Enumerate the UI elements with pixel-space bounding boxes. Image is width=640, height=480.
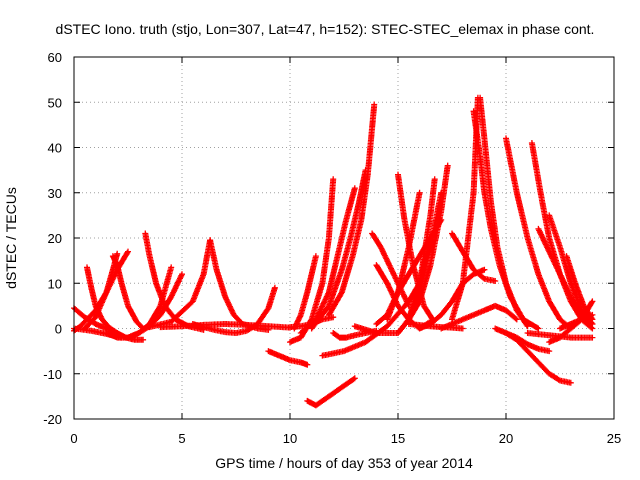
y-tick-label: 40 — [48, 141, 62, 156]
data-markers — [325, 101, 378, 318]
series-5 — [109, 253, 147, 332]
series-9 — [146, 237, 214, 331]
y-tick-label: 30 — [48, 186, 62, 201]
y-tick-label: -10 — [43, 367, 62, 382]
series-37 — [470, 108, 542, 332]
series-8 — [125, 271, 185, 341]
y-tick-label: -20 — [43, 412, 62, 427]
data-markers — [438, 302, 520, 332]
series-38 — [438, 302, 520, 332]
x-tick-label: 25 — [607, 431, 621, 446]
series-13 — [265, 348, 311, 368]
data-markers — [470, 108, 542, 332]
series-15 — [291, 253, 319, 332]
data-markers — [524, 330, 596, 341]
series-12 — [157, 321, 293, 331]
data-markers — [503, 330, 574, 386]
y-tick-label: 20 — [48, 231, 62, 246]
data-markers — [291, 253, 319, 332]
series-39 — [503, 135, 574, 332]
data-markers — [265, 348, 311, 368]
x-tick-label: 10 — [283, 431, 297, 446]
series-18 — [308, 167, 369, 332]
chart-title: dSTEC Iono. truth (stjo, Lon=307, Lat=47… — [56, 21, 595, 37]
series-45 — [503, 330, 574, 386]
data-markers — [109, 253, 147, 332]
x-axis-label: GPS time / hours of day 353 of year 2014 — [215, 455, 473, 471]
data-markers — [503, 135, 574, 332]
data-markers — [405, 162, 451, 323]
y-axis-label: dSTEC / TECUs — [3, 187, 19, 289]
y-tick-label: 10 — [48, 276, 62, 291]
tick-labels: 0 5 10 15 20 25 -20 -10 0 10 20 30 40 50 60 — [43, 50, 621, 446]
data-markers — [157, 321, 293, 331]
series-47 — [524, 330, 596, 341]
series-20 — [304, 375, 358, 409]
y-tick-label: 0 — [55, 322, 62, 337]
data-markers — [308, 167, 369, 332]
x-tick-label: 0 — [70, 431, 77, 446]
y-tick-label: 60 — [48, 50, 62, 65]
plot-frame — [73, 56, 615, 420]
data-points — [71, 94, 596, 409]
data-markers — [557, 311, 596, 332]
data-markers — [146, 237, 214, 331]
series-31 — [405, 162, 451, 323]
series-44 — [492, 325, 553, 355]
y-tick-label: 50 — [48, 95, 62, 110]
series-19 — [325, 101, 378, 318]
grid-lines — [74, 57, 614, 419]
data-markers — [297, 185, 358, 336]
series-48 — [557, 311, 596, 332]
data-markers — [304, 375, 358, 409]
data-markers — [125, 271, 185, 341]
data-markers — [492, 325, 553, 355]
series-17 — [297, 185, 358, 336]
data-markers — [384, 189, 423, 323]
x-tick-label: 20 — [499, 431, 513, 446]
x-tick-label: 15 — [391, 431, 405, 446]
x-tick-label: 5 — [178, 431, 185, 446]
series-30 — [384, 189, 423, 323]
